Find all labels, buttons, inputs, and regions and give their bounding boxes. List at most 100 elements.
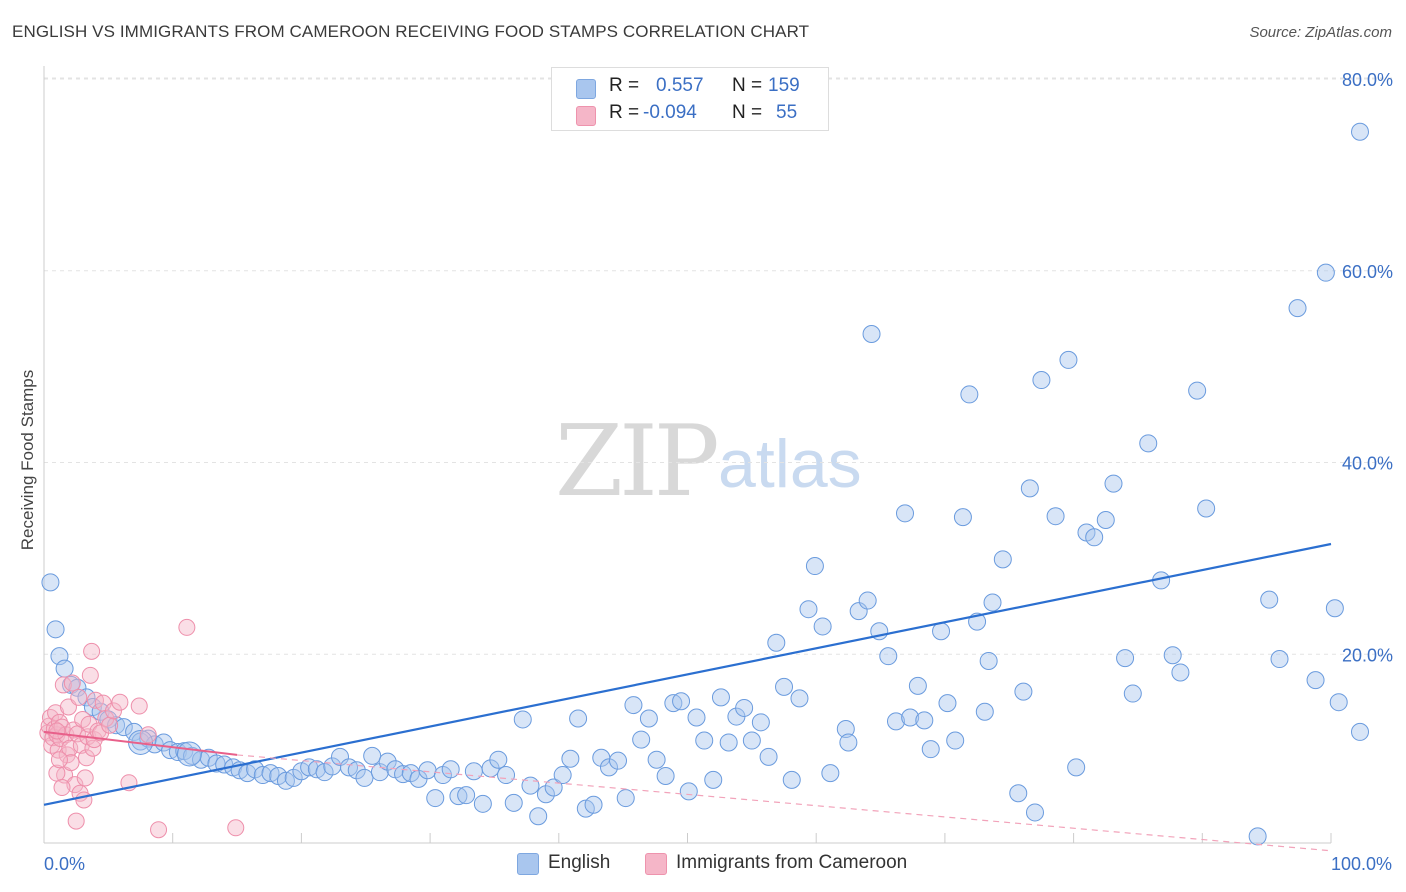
data-point-english — [849, 602, 868, 621]
cameroon-points — [39, 618, 245, 839]
data-point-english — [284, 768, 303, 787]
data-point-english — [176, 741, 202, 767]
data-point-english — [355, 768, 374, 787]
data-point-cameroon — [130, 697, 148, 715]
legend-label-cameroon: Immigrants from Cameroon — [676, 852, 908, 873]
data-point-english — [1306, 671, 1325, 690]
data-point-cameroon — [75, 791, 93, 809]
data-point-cameroon — [227, 819, 245, 837]
data-point-english — [858, 591, 877, 610]
data-point-cameroon — [111, 693, 129, 711]
data-point-english — [1351, 722, 1369, 741]
data-point-english — [1351, 122, 1369, 141]
data-point-english — [704, 770, 723, 789]
data-point-english — [695, 731, 714, 750]
data-point-english — [656, 767, 675, 786]
data-point-cameroon — [48, 722, 66, 740]
data-point-cameroon — [66, 776, 84, 794]
data-point-english — [378, 752, 397, 771]
data-point-english — [799, 600, 818, 619]
data-point-english — [908, 676, 927, 695]
data-point-english — [418, 761, 437, 780]
data-point-english — [1059, 350, 1078, 369]
data-point-english — [1260, 590, 1279, 609]
data-point-english — [331, 747, 350, 766]
data-point-english — [960, 385, 979, 404]
x-tick-label: 0.0% — [44, 854, 85, 874]
data-point-cameroon — [67, 812, 85, 830]
legend-swatch-cameroon — [645, 853, 667, 875]
data-point-cameroon — [84, 739, 102, 757]
data-point-english — [672, 692, 691, 711]
y-tick-label: 80.0% — [1342, 70, 1393, 90]
legend-label-english: English — [548, 852, 611, 873]
stats-n-label: N = — [732, 75, 763, 96]
data-point-english — [426, 789, 445, 808]
data-point-english — [1067, 758, 1086, 777]
stats-r-value: -0.094 — [643, 102, 697, 123]
data-point-english — [464, 762, 483, 781]
data-point-english — [782, 770, 801, 789]
data-point-english — [584, 795, 603, 814]
data-point-english — [821, 764, 840, 783]
data-point-english — [805, 557, 824, 576]
data-point-english — [616, 789, 635, 808]
data-point-english — [790, 689, 809, 708]
data-point-english — [504, 793, 523, 812]
stats-row-cameroon: R = -0.094 N = 55 — [552, 102, 828, 130]
data-point-english — [975, 702, 994, 721]
y-tick-label: 20.0% — [1342, 645, 1393, 665]
data-point-english — [896, 504, 915, 523]
stats-swatch-english — [576, 79, 596, 99]
data-point-english — [1025, 803, 1044, 822]
data-point-cameroon — [178, 618, 196, 636]
data-point-english — [921, 740, 940, 759]
data-point-english — [1139, 434, 1158, 453]
data-point-english — [599, 758, 618, 777]
source-label: Source: ZipAtlas.com — [1249, 24, 1392, 41]
trend-line-english — [43, 542, 1332, 806]
data-point-english — [1325, 599, 1344, 618]
data-point-english — [711, 688, 730, 707]
trend-line-cameroon-extension — [236, 754, 1332, 852]
data-point-english — [569, 709, 588, 728]
stats-r-value: 0.557 — [656, 75, 704, 96]
data-point-cameroon — [150, 821, 168, 839]
english-points — [41, 122, 1369, 846]
data-point-english — [1123, 684, 1142, 703]
data-point-english — [363, 746, 382, 765]
data-point-english — [1248, 827, 1267, 846]
data-point-cameroon — [50, 751, 68, 769]
data-point-english — [759, 747, 778, 766]
data-point-english — [1096, 511, 1115, 530]
data-point-english — [1188, 381, 1207, 400]
data-point-english — [253, 766, 272, 785]
data-point-english — [767, 633, 786, 652]
trend-lines — [43, 542, 1332, 852]
data-point-english — [886, 712, 905, 731]
stats-r-label: R = — [609, 75, 640, 96]
watermark-atlas: atlas — [718, 426, 862, 502]
data-point-english — [813, 617, 832, 636]
data-point-cameroon — [104, 702, 122, 720]
data-point-english — [457, 786, 476, 805]
data-point-english — [1020, 479, 1039, 498]
data-point-english — [1009, 784, 1028, 803]
data-point-english — [1197, 499, 1216, 518]
data-point-english — [639, 709, 658, 728]
data-point-english — [1270, 650, 1289, 669]
data-point-english — [775, 677, 794, 696]
stats-n-value: 55 — [776, 102, 798, 123]
correlation-stats-box: R = 0.557 N = 159 R = -0.094 N = 55 — [551, 67, 829, 131]
data-point-english — [473, 794, 492, 813]
data-point-english — [561, 749, 580, 768]
data-point-english — [679, 782, 698, 801]
data-point-english — [647, 750, 666, 769]
stats-swatch-cameroon — [576, 106, 596, 126]
tick-labels: 20.0% 40.0% 60.0% 80.0% 0.0% 100.0% — [44, 70, 1393, 874]
data-point-english — [1104, 474, 1123, 493]
data-point-english — [513, 710, 532, 729]
data-point-english — [1046, 507, 1065, 526]
data-point-cameroon — [80, 715, 98, 733]
stats-row-english: R = 0.557 N = 159 — [552, 75, 828, 103]
